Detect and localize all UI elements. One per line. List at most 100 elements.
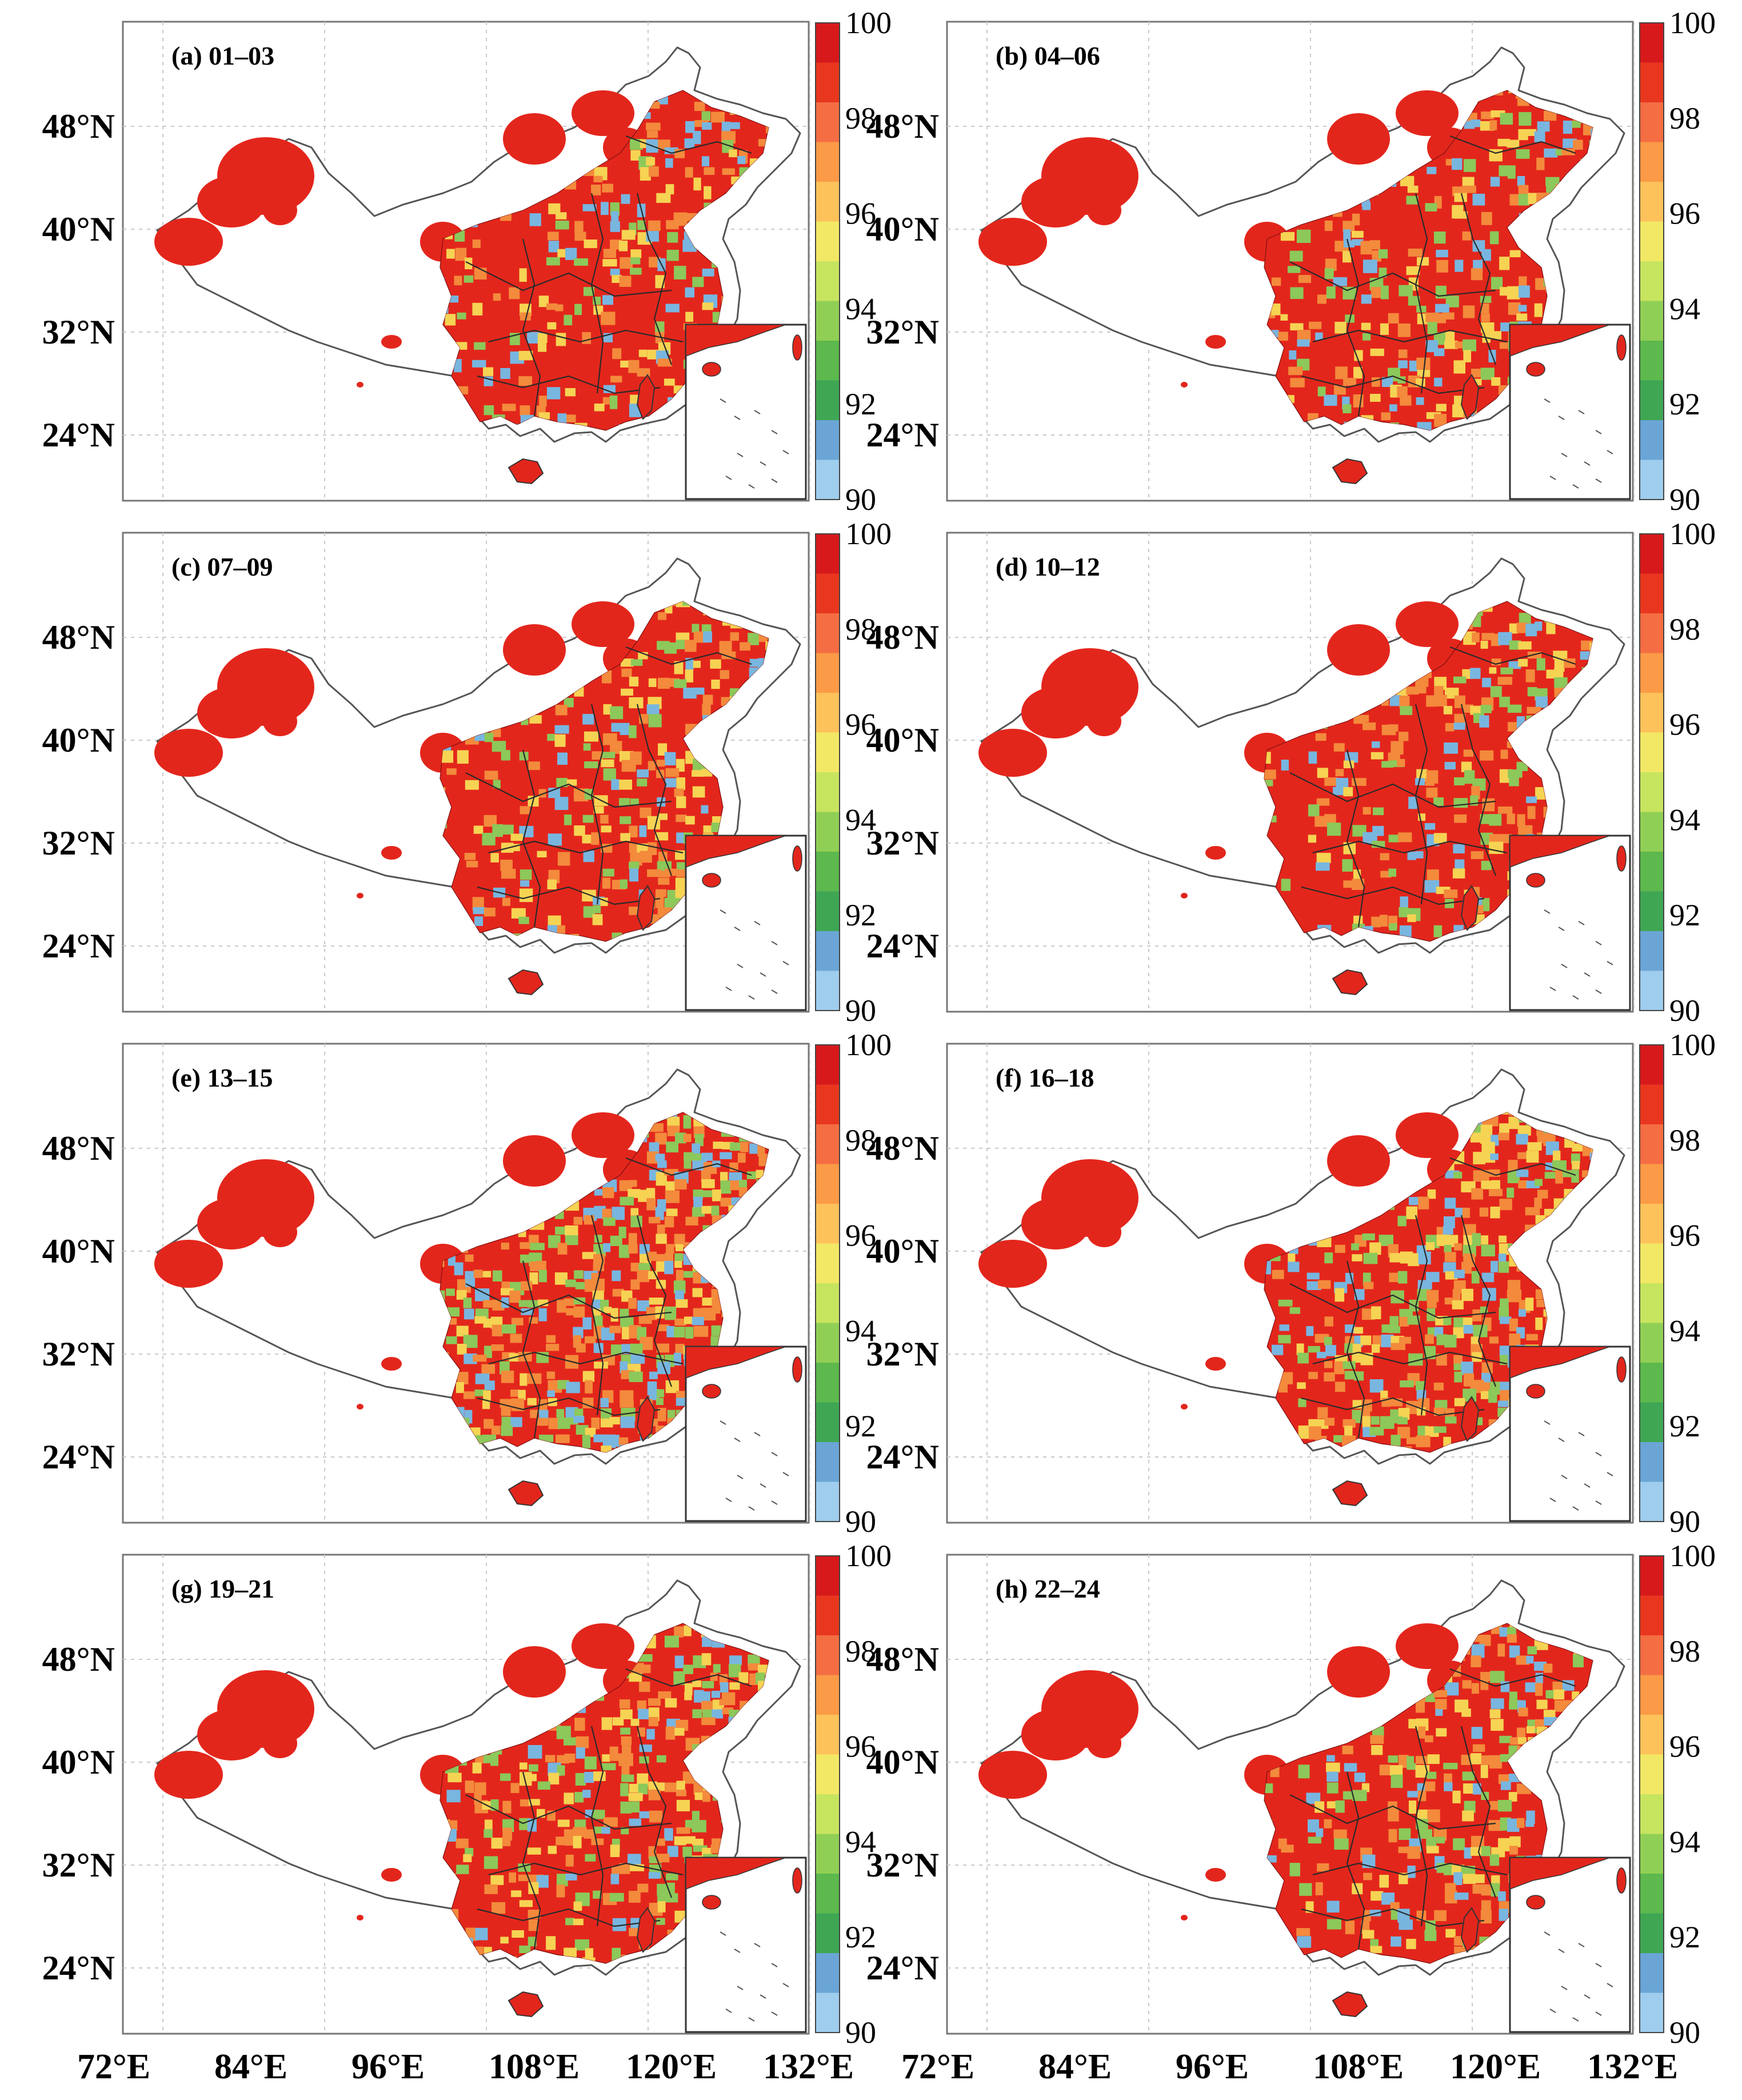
colorbar-segment xyxy=(1640,142,1664,182)
colorbar-tick-label: 90 xyxy=(845,2015,876,2050)
uniform-region xyxy=(154,1751,223,1799)
nine-dash-segment xyxy=(1572,1506,1579,1511)
uniform-region xyxy=(978,1240,1047,1288)
province-boundary xyxy=(1289,1283,1496,1319)
uniform-region xyxy=(1396,90,1459,136)
uniform-region xyxy=(1396,601,1459,647)
inset-mainland xyxy=(1509,324,1611,357)
colorbar-segment xyxy=(816,1715,840,1755)
uniform-region xyxy=(381,1357,402,1371)
latitude-label: 24°N xyxy=(866,1949,939,1987)
colorbar-segment xyxy=(1640,1754,1664,1795)
uniform-region xyxy=(1021,687,1090,738)
inset-mainland xyxy=(685,835,786,868)
colorbar-segment xyxy=(816,693,840,733)
colorbar-segment xyxy=(1640,693,1664,733)
longitude-label: 108°E xyxy=(1313,2047,1404,2086)
uniform-region xyxy=(154,218,223,266)
south-china-sea-inset xyxy=(1509,835,1631,1011)
latitude-label: 32°N xyxy=(866,313,939,351)
longitude-label: 96°E xyxy=(1176,2047,1249,2086)
colorbar-frame xyxy=(1639,1044,1664,1522)
colorbar-segment xyxy=(816,1993,840,2033)
nine-dash-segment xyxy=(754,410,761,414)
nine-dash-segment xyxy=(754,1943,761,1947)
province-boundary xyxy=(625,1668,752,1687)
nine-dash-segment xyxy=(720,398,726,403)
panel-label: (c) 07–09 xyxy=(171,552,273,581)
colorbar-tick-label: 100 xyxy=(845,1539,892,1573)
colorbar-tick-label: 100 xyxy=(1669,1028,1716,1062)
colorbar-tick-label: 94 xyxy=(845,803,876,837)
nine-dash-segment xyxy=(748,484,755,489)
province-boundary xyxy=(488,840,684,854)
nine-dash-segment xyxy=(734,1949,741,1953)
colorbar-segment xyxy=(1640,1402,1664,1443)
colorbar-segment xyxy=(816,142,840,182)
panel-label: (b) 04–06 xyxy=(996,41,1100,70)
uniform-region xyxy=(263,1728,297,1758)
colorbar-segment xyxy=(1640,1283,1664,1323)
nine-dash-segment xyxy=(1595,989,1602,994)
nine-dash-segment xyxy=(734,416,741,420)
colorbar-frame xyxy=(1639,22,1664,500)
south-china-sea-inset xyxy=(685,324,807,500)
longitude-label: 72°E xyxy=(77,2047,150,2086)
colorbar-tick-label: 94 xyxy=(845,1314,876,1348)
inset-taiwan xyxy=(1616,1356,1627,1383)
province-boundary xyxy=(636,193,673,365)
uniform-region xyxy=(1021,1198,1090,1249)
colorbar-tick-label: 92 xyxy=(1669,898,1700,932)
latitude-label: 32°N xyxy=(42,1335,115,1373)
uniform-region xyxy=(1013,240,1036,261)
panel-frame xyxy=(122,1043,810,1524)
longitude-label: 108°E xyxy=(489,2047,580,2086)
colorbar-segment xyxy=(1640,301,1664,341)
south-china-sea-inset xyxy=(1509,1346,1631,1522)
nine-dash-segment xyxy=(1544,1420,1551,1425)
panel-frame xyxy=(946,1554,1634,2035)
nine-dash-segment xyxy=(720,1931,726,1936)
nine-dash-segment xyxy=(782,1472,789,1476)
map-panel: (f) 16–18 100 98 96 94 92 90 48°N 40°N 32°N 24°N xyxy=(866,1028,1716,1539)
colorbar-segment xyxy=(1640,221,1664,262)
nine-dash-segment xyxy=(1558,1949,1565,1953)
nine-dash-segment xyxy=(1595,1500,1602,1505)
colorbar-segment xyxy=(1640,460,1664,500)
uniform-region xyxy=(154,1240,223,1288)
colorbar-segment xyxy=(1640,23,1664,63)
uniform-region xyxy=(263,706,297,736)
colorbar-tick-label: 98 xyxy=(1669,612,1700,646)
nine-dash-segment xyxy=(771,430,778,434)
uniform-region xyxy=(154,729,223,777)
nine-dash-segment xyxy=(760,1994,766,1999)
latitude-label: 40°N xyxy=(42,1743,115,1781)
colorbar-segment xyxy=(1640,1204,1664,1244)
colorbar-segment xyxy=(1640,1363,1664,1403)
south-china-sea-inset xyxy=(685,835,807,1011)
province-boundary xyxy=(1312,329,1508,343)
inset-taiwan xyxy=(792,1356,802,1383)
province-boundary xyxy=(625,1157,752,1176)
uniform-region xyxy=(572,601,634,647)
panel-frame xyxy=(946,532,1634,1013)
colorbar-segment xyxy=(1640,1323,1664,1363)
hainan-island xyxy=(1332,1991,1368,2018)
province-boundary xyxy=(1346,238,1365,417)
panel-label: (e) 13–15 xyxy=(171,1063,273,1092)
colorbar-segment xyxy=(1640,852,1664,892)
colorbar-tick-label: 98 xyxy=(845,612,876,646)
colorbar-frame xyxy=(1639,1555,1664,2033)
colorbar-segment xyxy=(816,1442,840,1482)
uniform-region xyxy=(1396,1623,1459,1669)
colorbar-segment xyxy=(1640,931,1664,971)
latitude-label: 32°N xyxy=(42,313,115,351)
uniform-region xyxy=(572,90,634,136)
hainan-island xyxy=(1332,1480,1368,1507)
colorbar-segment xyxy=(1640,1794,1664,1834)
colorbar-segment xyxy=(1640,182,1664,222)
inset-hainan xyxy=(702,1384,721,1399)
colorbar-frame xyxy=(815,1555,840,2033)
taiwan-island xyxy=(636,1396,656,1442)
province-boundary xyxy=(488,329,684,343)
